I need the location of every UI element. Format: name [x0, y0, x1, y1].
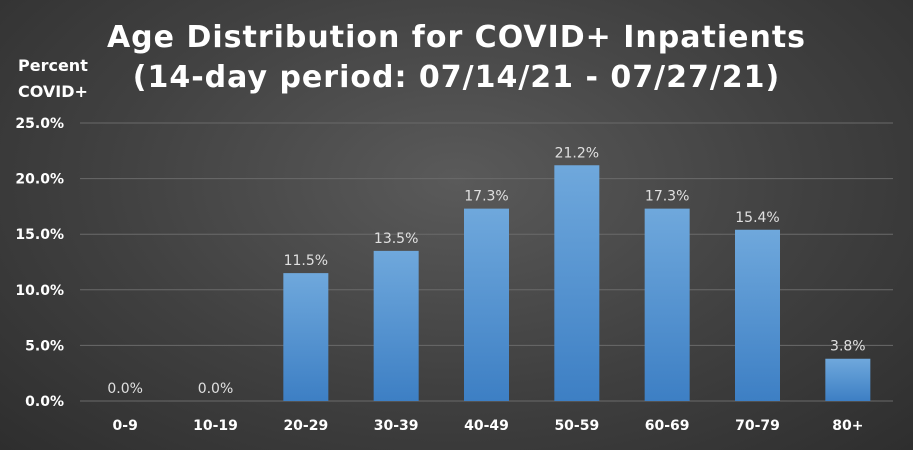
x-tick-label-60-69: 60-69: [645, 418, 690, 434]
data-label-40-49: 17.3%: [464, 189, 508, 205]
y-tick-label: 10.0%: [15, 283, 64, 299]
bar-70-79: [735, 229, 780, 401]
data-label-70-79: 15.4%: [735, 210, 779, 226]
labels: 0.0% 5.0% 10.0% 15.0% 20.0% 25.0% 0.0% 0-9 0.0% 1…: [15, 116, 865, 434]
x-tick-label-30-39: 30-39: [374, 418, 419, 434]
y-axis-label-line2: COVID+: [18, 82, 88, 101]
y-tick-label: 0.0%: [25, 394, 64, 410]
y-tick-label: 15.0%: [15, 227, 64, 243]
x-tick-label-0-9: 0-9: [113, 418, 138, 434]
x-tick-label-80+: 80+: [832, 418, 863, 434]
bar-40-49: [464, 208, 509, 401]
x-tick-label-40-49: 40-49: [464, 418, 509, 434]
data-label-60-69: 17.3%: [645, 189, 689, 205]
bar-50-59: [554, 165, 600, 401]
y-tick-label: 20.0%: [15, 172, 64, 188]
x-tick-label-50-59: 50-59: [554, 418, 599, 434]
y-axis-label-line1: Percent: [18, 56, 88, 75]
chart-title: Age Distribution for COVID+ Inpatients: [106, 20, 807, 55]
data-label-50-59: 21.2%: [555, 145, 599, 161]
chart-subtitle: (14-day period: 07/14/21 - 07/27/21): [132, 60, 781, 95]
y-tick-label: 25.0%: [15, 116, 64, 132]
data-label-0-9: 0.0%: [107, 381, 143, 397]
y-tick-label: 5.0%: [25, 338, 64, 354]
x-tick-label-10-19: 10-19: [193, 418, 238, 434]
data-label-80+: 3.8%: [830, 339, 866, 355]
bar-60-69: [644, 208, 690, 401]
data-label-30-39: 13.5%: [374, 231, 418, 247]
bar-30-39: [373, 250, 419, 401]
bars: [283, 165, 871, 401]
x-tick-label-20-29: 20-29: [283, 418, 328, 434]
bar-80+: [825, 358, 871, 401]
x-tick-label-70-79: 70-79: [735, 418, 780, 434]
bar-20-29: [283, 273, 329, 401]
data-label-10-19: 0.0%: [198, 381, 234, 397]
data-label-20-29: 11.5%: [284, 253, 328, 269]
